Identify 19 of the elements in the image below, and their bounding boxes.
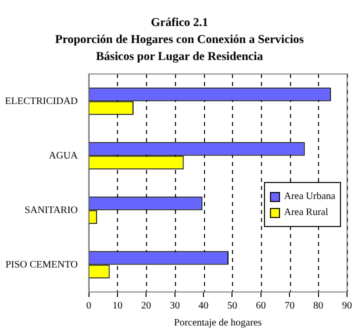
x-axis-title: Porcentaje de hogares xyxy=(174,318,262,329)
legend-label: Area Urbana xyxy=(284,191,336,202)
chart-title: Gráfico 2.1 xyxy=(150,14,210,31)
y-tick-label: AGUA xyxy=(48,150,79,162)
y-tick-label: ELECTRICIDAD xyxy=(4,96,78,107)
x-tick-label: 10 xyxy=(112,300,122,312)
x-tick-label: 30 xyxy=(170,300,180,312)
x-tick-label: 80 xyxy=(313,300,324,312)
y-tick-label: SANITARIO xyxy=(24,204,78,216)
x-tick-label: 40 xyxy=(198,300,209,312)
x-tick-label: 50 xyxy=(227,300,238,312)
x-tick-label: 90 xyxy=(342,300,352,312)
x-tick-label: 70 xyxy=(284,300,295,312)
x-tick-label: 0 xyxy=(86,300,92,312)
x-tick-label: 20 xyxy=(141,300,152,312)
chart-subtitle: Proporción de Hogares con Conexión a Servicios Básicos por Lugar de Residencia xyxy=(54,31,304,65)
y-tick-label: PISO CEMENTO xyxy=(5,259,78,270)
x-tick-label: 60 xyxy=(256,300,266,312)
legend-label: Area Rural xyxy=(284,207,328,218)
